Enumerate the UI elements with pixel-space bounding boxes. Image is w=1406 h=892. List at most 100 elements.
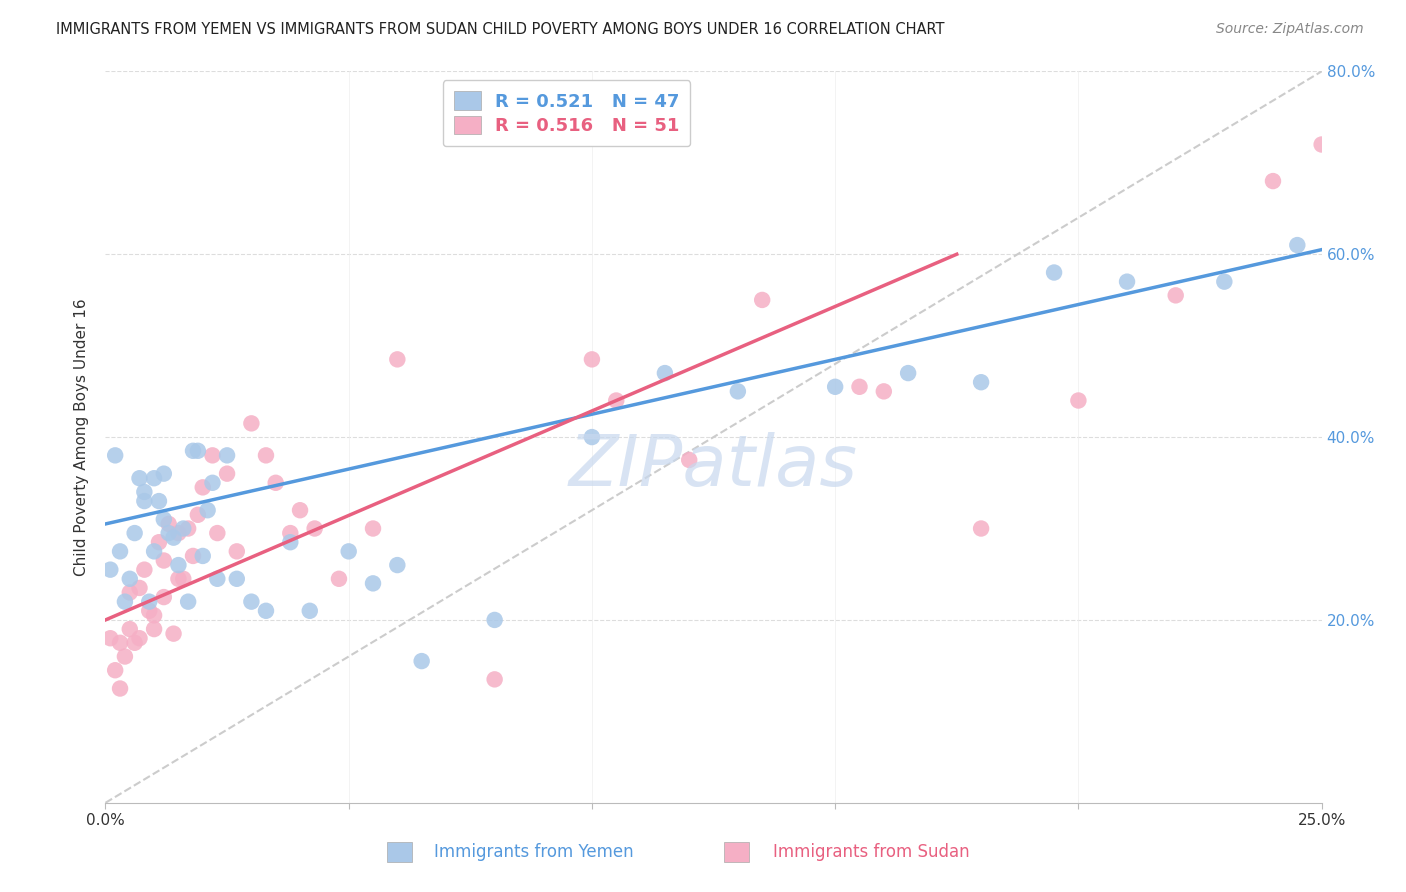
- Point: [167, 572, 190, 586]
- Point: [201, 449, 224, 463]
- Text: IMMIGRANTS FROM YEMEN VS IMMIGRANTS FROM SUDAN CHILD POVERTY AMONG BOYS UNDER 16: IMMIGRANTS FROM YEMEN VS IMMIGRANTS FROM…: [56, 22, 945, 37]
- Point: [278, 535, 301, 549]
- Point: [124, 526, 146, 541]
- Point: [387, 558, 409, 573]
- Point: [217, 449, 239, 463]
- Point: [118, 585, 141, 599]
- Point: [1067, 393, 1090, 408]
- Point: [581, 352, 603, 367]
- Point: [143, 622, 166, 636]
- Point: [1286, 238, 1309, 252]
- Point: [484, 613, 506, 627]
- Point: [143, 544, 166, 558]
- Point: [191, 549, 214, 563]
- Point: [177, 594, 200, 608]
- Point: [824, 380, 846, 394]
- Point: [134, 563, 156, 577]
- Point: [181, 549, 204, 563]
- Point: [167, 526, 190, 541]
- Point: [187, 443, 209, 458]
- Point: [172, 521, 194, 535]
- Point: [411, 654, 433, 668]
- Point: [143, 608, 166, 623]
- Point: [148, 535, 170, 549]
- Point: [254, 604, 277, 618]
- Point: [751, 293, 773, 307]
- Point: [298, 604, 321, 618]
- Text: Source: ZipAtlas.com: Source: ZipAtlas.com: [1216, 22, 1364, 37]
- Point: [108, 544, 131, 558]
- Point: [328, 572, 350, 586]
- Point: [118, 572, 141, 586]
- Point: [187, 508, 209, 522]
- Point: [225, 572, 247, 586]
- Point: [114, 649, 136, 664]
- Point: [727, 384, 749, 399]
- Point: [278, 526, 301, 541]
- Point: [118, 622, 141, 636]
- Point: [134, 494, 156, 508]
- Point: [678, 453, 700, 467]
- Point: [153, 512, 176, 526]
- Point: [581, 430, 603, 444]
- Point: [304, 521, 326, 535]
- Y-axis label: Child Poverty Among Boys Under 16: Child Poverty Among Boys Under 16: [75, 298, 90, 576]
- Point: [108, 636, 131, 650]
- Point: [264, 475, 287, 490]
- Point: [162, 531, 184, 545]
- Point: [361, 576, 384, 591]
- Legend: R = 0.521   N = 47, R = 0.516   N = 51: R = 0.521 N = 47, R = 0.516 N = 51: [443, 80, 690, 146]
- Point: [1164, 288, 1187, 302]
- Point: [873, 384, 896, 399]
- Point: [605, 393, 627, 408]
- Point: [148, 494, 170, 508]
- Point: [157, 516, 180, 531]
- Point: [153, 590, 176, 604]
- Point: [128, 581, 150, 595]
- Point: [157, 526, 180, 541]
- Point: [124, 636, 146, 650]
- Point: [153, 467, 176, 481]
- Point: [128, 471, 150, 485]
- Point: [172, 572, 194, 586]
- Text: ZIPatlas: ZIPatlas: [569, 432, 858, 500]
- Point: [897, 366, 920, 380]
- Point: [177, 521, 200, 535]
- Point: [387, 352, 409, 367]
- Point: [1310, 137, 1333, 152]
- Point: [143, 471, 166, 485]
- Point: [153, 553, 176, 567]
- Point: [288, 503, 311, 517]
- Point: [98, 563, 121, 577]
- Point: [1043, 266, 1066, 280]
- Point: [108, 681, 131, 696]
- Point: [207, 572, 229, 586]
- Point: [162, 626, 184, 640]
- Point: [1261, 174, 1284, 188]
- Point: [197, 503, 219, 517]
- Point: [191, 480, 214, 494]
- Point: [254, 449, 277, 463]
- Point: [848, 380, 870, 394]
- Point: [181, 443, 204, 458]
- Point: [1116, 275, 1139, 289]
- Point: [970, 521, 993, 535]
- Point: [138, 604, 160, 618]
- Text: Immigrants from Sudan: Immigrants from Sudan: [773, 843, 970, 861]
- Point: [240, 417, 263, 431]
- Point: [104, 449, 127, 463]
- Point: [654, 366, 676, 380]
- Point: [970, 376, 993, 390]
- Point: [104, 663, 127, 677]
- Point: [98, 632, 121, 646]
- Point: [138, 594, 160, 608]
- Point: [134, 485, 156, 500]
- Point: [217, 467, 239, 481]
- Point: [484, 673, 506, 687]
- Point: [225, 544, 247, 558]
- Point: [337, 544, 360, 558]
- Point: [1213, 275, 1236, 289]
- Point: [201, 475, 224, 490]
- Point: [240, 594, 263, 608]
- Point: [167, 558, 190, 573]
